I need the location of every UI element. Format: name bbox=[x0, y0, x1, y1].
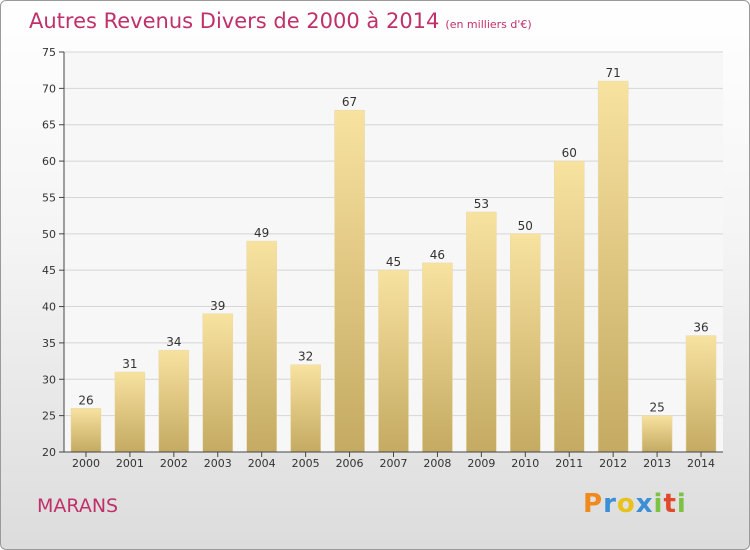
y-tick-label: 50 bbox=[42, 228, 56, 241]
axes: 20 25 30 35 40 45 50 55 60 65 70 75 2000 2001 2002 2003… bbox=[42, 46, 723, 470]
y-tick-label: 60 bbox=[42, 155, 56, 168]
y-tick-label: 45 bbox=[42, 264, 56, 277]
bar-2005 bbox=[290, 364, 321, 453]
data-labels: 26 31 34 39 49 32 67 45 46 53 50 60 71 25 36 bbox=[78, 66, 708, 415]
data-label-2013: 25 bbox=[649, 401, 664, 415]
x-tick-label: 2002 bbox=[160, 457, 188, 470]
x-tick-label: 2012 bbox=[599, 457, 627, 470]
x-tick-label: 2007 bbox=[380, 457, 408, 470]
x-tick-label: 2005 bbox=[292, 457, 320, 470]
y-tick-label: 25 bbox=[42, 410, 56, 423]
bar-2001 bbox=[114, 371, 146, 453]
data-label-2004: 49 bbox=[254, 226, 269, 240]
data-label-2001: 31 bbox=[122, 357, 137, 371]
data-label-2006: 67 bbox=[342, 95, 357, 109]
data-label-2002: 34 bbox=[166, 335, 181, 349]
data-label-2005: 32 bbox=[298, 350, 313, 364]
chart-title-main: Autres Revenus Divers de 2000 à 2014 bbox=[29, 9, 440, 33]
x-tick-label: 2011 bbox=[555, 457, 583, 470]
chart-title: Autres Revenus Divers de 2000 à 2014 (en … bbox=[29, 9, 532, 33]
bar-2007 bbox=[378, 269, 409, 453]
y-tick-label: 20 bbox=[42, 446, 56, 459]
y-tick-label: 65 bbox=[42, 119, 56, 132]
proxiti-logo[interactable]: Proxiti bbox=[583, 489, 687, 519]
logo-letter: P bbox=[583, 489, 604, 519]
bar-2014 bbox=[685, 335, 717, 453]
bar-2008 bbox=[422, 262, 453, 453]
bar-2006 bbox=[334, 109, 365, 453]
data-label-2010: 50 bbox=[518, 219, 533, 233]
logo-letter: o bbox=[616, 489, 636, 519]
logo-letter: i bbox=[676, 489, 687, 519]
x-tick-label: 2003 bbox=[204, 457, 232, 470]
logo-letter: t bbox=[663, 489, 677, 519]
x-tick-label: 2010 bbox=[511, 457, 539, 470]
y-tick-label: 35 bbox=[42, 337, 56, 350]
logo-letter: x bbox=[635, 489, 654, 519]
x-tick-label: 2001 bbox=[116, 457, 144, 470]
chart-subtitle: (en milliers d'€) bbox=[445, 18, 532, 31]
y-tick-label: 40 bbox=[42, 301, 56, 314]
city-name: MARANS bbox=[37, 495, 119, 517]
logo-letter: i bbox=[653, 489, 664, 519]
y-tick-label: 30 bbox=[42, 373, 56, 386]
bar-2009 bbox=[466, 211, 497, 453]
bar-2012 bbox=[597, 80, 629, 453]
data-label-2003: 39 bbox=[210, 299, 225, 313]
data-label-2012: 71 bbox=[606, 66, 621, 80]
bar-2002 bbox=[158, 349, 190, 453]
x-tick-label: 2006 bbox=[336, 457, 364, 470]
bar-2003 bbox=[202, 313, 234, 453]
x-tick-label: 2014 bbox=[687, 457, 715, 470]
data-label-2000: 26 bbox=[78, 393, 93, 407]
logo-letter: r bbox=[603, 489, 617, 519]
x-tick-label: 2004 bbox=[248, 457, 276, 470]
data-label-2007: 45 bbox=[386, 255, 401, 269]
data-label-2011: 60 bbox=[562, 146, 577, 160]
data-label-2009: 53 bbox=[474, 197, 489, 211]
data-label-2008: 46 bbox=[430, 248, 445, 262]
x-tick-label: 2013 bbox=[643, 457, 671, 470]
bar-2000 bbox=[70, 408, 102, 453]
y-tick-label: 75 bbox=[42, 46, 56, 59]
x-tick-label: 2009 bbox=[467, 457, 495, 470]
bars bbox=[70, 80, 717, 453]
bar-2010 bbox=[510, 233, 541, 453]
data-label-2014: 36 bbox=[693, 321, 708, 335]
y-tick-label: 70 bbox=[42, 82, 56, 95]
x-tick-label: 2008 bbox=[423, 457, 451, 470]
y-tick-label: 55 bbox=[42, 191, 56, 204]
bar-2004 bbox=[246, 240, 277, 453]
x-tick-label: 2000 bbox=[72, 457, 100, 470]
bar-2011 bbox=[553, 160, 585, 453]
bar-2013 bbox=[641, 415, 673, 453]
